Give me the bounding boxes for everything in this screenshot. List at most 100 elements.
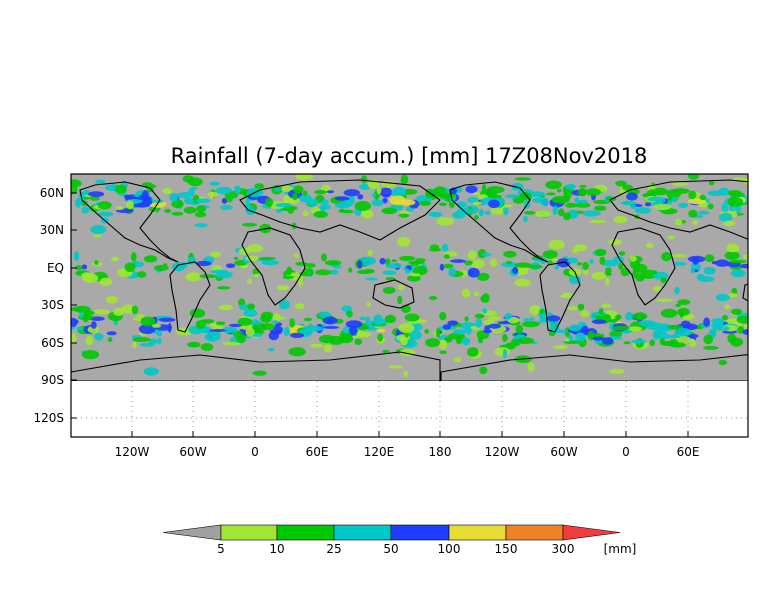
rain-cell [223, 342, 241, 345]
rain-cell [731, 309, 742, 315]
colorbar: 5 10 25 50 100 150 300 [mm] [163, 525, 636, 556]
rain-cell [569, 325, 581, 332]
rain-cell [107, 331, 117, 335]
rain-cell [344, 189, 360, 196]
rain-cell [383, 271, 397, 275]
rain-cell [325, 260, 341, 265]
rain-cell [529, 305, 540, 315]
rain-cell [222, 198, 227, 204]
rain-cell [722, 315, 728, 321]
rain-cell [125, 262, 136, 272]
rain-cell [543, 250, 558, 259]
rain-cell [593, 337, 604, 341]
rain-cell [342, 210, 354, 214]
rain-cell [134, 193, 140, 197]
rain-cell [88, 191, 104, 197]
rain-cell [725, 251, 740, 260]
rain-cell [618, 263, 623, 270]
rain-cell [512, 267, 518, 274]
rain-cell [195, 212, 206, 218]
rain-cell [162, 188, 172, 194]
rain-cell [79, 312, 83, 318]
rain-cell [159, 318, 176, 322]
rain-cell [357, 260, 362, 269]
rain-cell [673, 188, 690, 194]
rain-cell [743, 329, 751, 335]
rain-cell [415, 258, 426, 262]
rain-cell [729, 260, 746, 263]
rain-cell [692, 257, 699, 265]
colorbar-label: 300 [552, 542, 575, 556]
colorbar-segment [277, 525, 334, 540]
rain-cell [677, 308, 690, 316]
rain-cell [703, 346, 719, 350]
rain-cell [144, 367, 159, 376]
colorbar-segment [221, 525, 277, 540]
rain-cell [288, 347, 305, 356]
rain-cell [310, 344, 324, 348]
rain-cell [115, 206, 124, 210]
rain-cell [716, 294, 730, 301]
rain-cell [602, 303, 611, 308]
rain-cell [672, 197, 678, 203]
rain-cell [479, 367, 487, 375]
rain-cell [475, 314, 485, 319]
rain-cell [729, 293, 738, 297]
rain-cell [424, 329, 429, 334]
rain-cell [549, 240, 565, 250]
rain-cell [698, 211, 709, 215]
rain-cell [599, 308, 604, 315]
map-title: Rainfall (7-day accum.) [mm] 17Z08Nov201… [171, 144, 648, 168]
rain-cell [94, 333, 103, 341]
rain-cell [355, 339, 362, 345]
rain-cell [502, 334, 508, 342]
rain-cell [661, 252, 672, 261]
rain-cell [254, 274, 259, 278]
rain-cell [540, 198, 548, 205]
rain-cell [721, 203, 728, 212]
rain-cell [284, 327, 290, 337]
rain-cell [578, 304, 585, 311]
rain-cell [219, 305, 233, 311]
rain-cell [358, 332, 372, 337]
rain-cell [700, 195, 706, 200]
rain-cell [361, 210, 373, 219]
rain-cell [238, 318, 253, 326]
colorbar-segment [506, 525, 563, 540]
rain-cell [703, 335, 713, 345]
rain-cell [377, 334, 383, 342]
rain-cell [567, 306, 578, 310]
rain-cell [743, 254, 748, 259]
rain-cell [399, 256, 415, 261]
rain-cell [259, 257, 277, 260]
rain-cell [466, 327, 472, 335]
rain-cell [478, 337, 483, 344]
rain-cell [399, 199, 415, 205]
rain-cell [524, 211, 536, 215]
rain-cell [619, 251, 626, 255]
rain-cell [348, 267, 352, 272]
rain-cell [629, 256, 636, 262]
rain-cell [511, 339, 518, 346]
rain-cell [688, 191, 696, 200]
colorbar-label: 150 [495, 542, 518, 556]
rain-cell [377, 329, 386, 333]
rain-cell [82, 273, 98, 283]
rain-cell [727, 334, 736, 344]
rain-cell [355, 201, 371, 211]
colorbar-segment [334, 525, 391, 540]
rain-cell [215, 187, 232, 194]
y-tick-label: 120S [33, 411, 64, 425]
rain-cell [306, 198, 318, 206]
rain-cell [82, 350, 99, 359]
rain-cell [650, 340, 656, 347]
rain-cell [274, 188, 282, 191]
rain-cell [488, 200, 500, 209]
x-tick-label: 60E [677, 445, 700, 459]
rain-cell [381, 208, 397, 215]
rain-cell [440, 264, 445, 271]
rain-cell [672, 182, 688, 186]
rain-cell [294, 253, 299, 258]
x-tick-label: 120E [364, 445, 395, 459]
rain-cell [410, 262, 418, 267]
